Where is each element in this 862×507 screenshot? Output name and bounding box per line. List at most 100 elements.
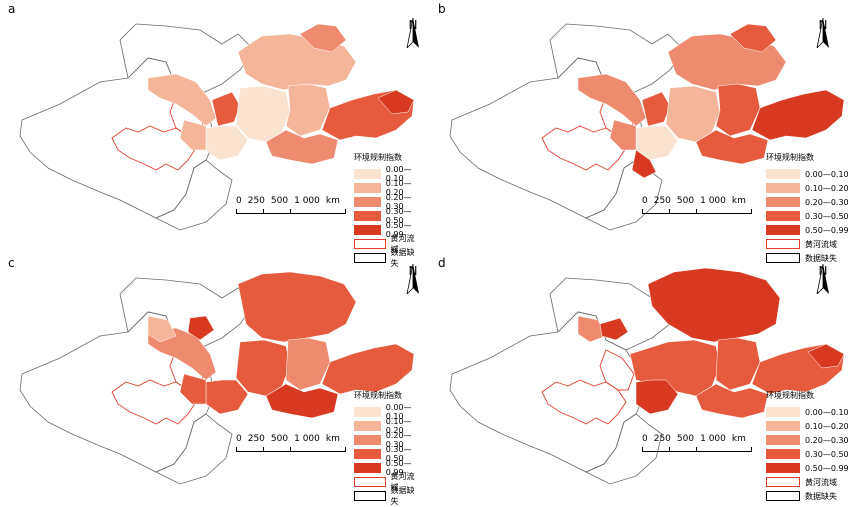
legend-item: 0.50—0.99 — [766, 224, 849, 236]
scale-label-0: 0 — [236, 196, 242, 206]
legend-item-label: 0.30—0.50 — [385, 207, 412, 225]
map-c — [19, 271, 415, 485]
map-b — [449, 23, 845, 231]
legend-item-label: 0.20—0.30 — [385, 193, 412, 211]
legend: 环境规制指数 0.00—0.10 0.10—0.20 0.20—0.30 0.3… — [354, 152, 420, 268]
scale-label-0: 0 — [642, 196, 648, 206]
region-gansu — [577, 315, 607, 343]
scale-label-unit: km — [731, 196, 746, 206]
scalebar: 0 250 500 1 000 km — [236, 434, 346, 452]
legend-basin: 黄河流域 — [766, 238, 849, 250]
region-henan — [265, 383, 339, 419]
legend-title: 环境规制指数 — [766, 391, 814, 400]
scale-line — [236, 207, 346, 214]
region-innermongolia-n — [729, 23, 777, 53]
legend-item: 0.10—0.20 — [354, 417, 420, 435]
region-qinghai-east — [179, 119, 207, 151]
scale-label-1000: 1 000 — [700, 434, 726, 444]
region-gannan — [635, 379, 679, 415]
region-ningxia — [641, 91, 671, 127]
scale-label-500: 500 — [676, 434, 695, 444]
legend-item-label: 0.20—0.30 — [805, 197, 849, 207]
region-gansu — [147, 73, 217, 127]
legend-missing: 数据缺失 — [766, 252, 849, 264]
scale-label-1000: 1 000 — [700, 196, 726, 206]
legend-basin-label: 黄河流域 — [390, 234, 415, 254]
scale-label-unit: km — [325, 434, 340, 444]
region-shanxi — [715, 337, 761, 391]
legend: 环境规制指数 0.00—0.10 0.10—0.20 0.20—0.30 0.3… — [354, 390, 420, 506]
region-henan — [695, 383, 769, 419]
scale-label-250: 250 — [247, 434, 265, 444]
scale-label-unit: km — [325, 196, 340, 206]
legend-item: 0.00—0.10 — [354, 165, 420, 183]
legend-basin-label: 黄河流域 — [390, 472, 415, 492]
north-arrow-icon — [816, 264, 829, 294]
legend-basin: 黄河流域 — [354, 234, 420, 254]
legend-missing: 数据缺失 — [354, 248, 420, 268]
scale-label-250: 250 — [247, 196, 265, 206]
scalebar: 0 250 500 1 000 km — [642, 434, 752, 452]
region-qinghai-east — [609, 119, 637, 151]
north-arrow: N — [406, 264, 420, 294]
legend-missing-label: 数据缺失 — [390, 486, 415, 506]
legend-title: 环境规制指数 — [766, 153, 814, 162]
scale-line — [642, 445, 752, 452]
legend-item: 0.00—0.10 — [766, 168, 849, 180]
map-a — [19, 23, 415, 231]
legend-item-label: 0.00—0.10 — [385, 165, 412, 183]
region-gannan — [205, 125, 249, 161]
legend-item-label: 0.10—0.20 — [385, 179, 412, 197]
legend-item: 0.30—0.50 — [354, 445, 420, 463]
legend-item: 0.30—0.50 — [766, 448, 849, 460]
legend-item-label: 0.10—0.20 — [385, 417, 412, 435]
legend-item-label: 0.10—0.20 — [805, 421, 849, 431]
region-shanxi — [285, 83, 331, 137]
north-arrow-icon — [816, 18, 829, 48]
map-panel-b: b N 0 250 500 1 000 km 环境规制指数 0.00—0.10 … — [430, 0, 850, 263]
scale-label-500: 500 — [676, 196, 695, 206]
north-arrow: N — [406, 18, 420, 48]
basin-boundary — [541, 349, 635, 425]
legend-basin-label: 黄河流域 — [805, 239, 837, 249]
legend-item: 0.20—0.30 — [354, 193, 420, 211]
scale-label-1000: 1 000 — [294, 434, 320, 444]
region-ningxia — [211, 91, 241, 127]
outline-sichuan — [585, 413, 663, 485]
scalebar: 0 250 500 1 000 km — [642, 196, 752, 214]
legend: 环境规制指数 0.00—0.10 0.10—0.20 0.20—0.30 0.3… — [766, 390, 849, 504]
scale-line — [642, 207, 752, 214]
region-shandong — [321, 343, 415, 395]
scalebar: 0 250 500 1 000 km — [236, 196, 346, 214]
north-arrow-icon — [406, 18, 419, 48]
panel-label: c — [8, 256, 15, 270]
region-ordos — [647, 267, 781, 343]
legend-missing: 数据缺失 — [766, 490, 849, 502]
legend-item-label: 0.00—0.10 — [805, 407, 849, 417]
legend-item-label: 0.20—0.30 — [385, 431, 412, 449]
legend-item: 0.30—0.50 — [766, 210, 849, 222]
legend-item-label: 0.50—0.99 — [805, 463, 849, 473]
legend-item-label: 0.00—0.10 — [805, 169, 849, 179]
region-ningxia — [599, 317, 629, 341]
region-shanxi-b — [285, 337, 331, 391]
legend: 环境规制指数 0.00—0.10 0.10—0.20 0.20—0.30 0.3… — [766, 152, 849, 266]
legend-item: 0.30—0.50 — [354, 207, 420, 225]
scale-label-500: 500 — [270, 434, 289, 444]
region-innermongolia-n — [299, 23, 347, 53]
map-panel-c: c N 0 250 500 1 000 km 环境规制指数 0.00—0.10 … — [0, 254, 420, 506]
legend-item: 0.50—0.99 — [354, 221, 420, 239]
panel-label: b — [438, 2, 446, 16]
region-ordos — [237, 271, 357, 343]
legend-title: 环境规制指数 — [354, 391, 402, 400]
region-qinghai-east — [179, 373, 207, 405]
north-arrow: N — [816, 264, 830, 294]
panel-label: d — [438, 256, 446, 270]
scale-label-unit: km — [731, 434, 746, 444]
legend-missing-label: 数据缺失 — [390, 248, 415, 268]
legend-item: 0.20—0.30 — [354, 431, 420, 449]
legend-item-label: 0.10—0.20 — [805, 183, 849, 193]
legend-item-label: 0.50—0.99 — [805, 225, 849, 235]
region-henan — [265, 129, 339, 165]
scale-label-250: 250 — [653, 196, 671, 206]
